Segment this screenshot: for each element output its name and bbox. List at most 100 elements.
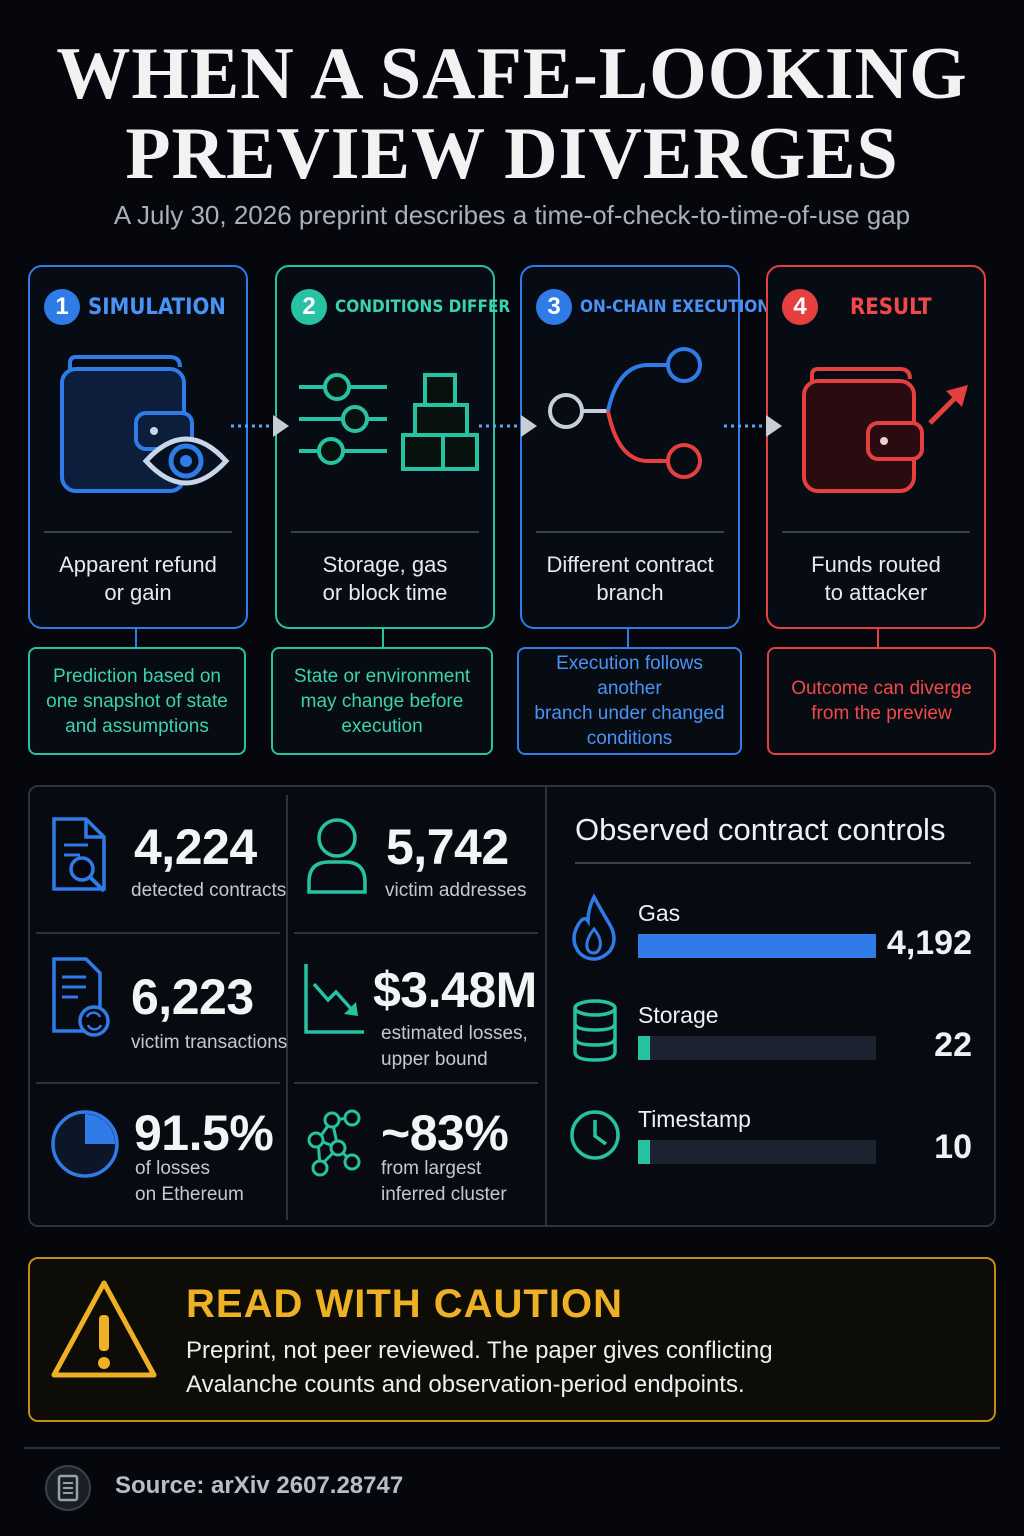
bar-label-gas: Gas bbox=[638, 900, 681, 926]
wallet-arrow-icon bbox=[802, 367, 968, 493]
step-label: SIMULATION bbox=[88, 294, 226, 320]
network-icon bbox=[307, 1109, 361, 1177]
bar-label-timestamp: Timestamp bbox=[638, 1106, 751, 1132]
title-line-1: WHEN A SAFE-LOOKING bbox=[56, 33, 968, 115]
database-icon bbox=[573, 999, 617, 1062]
note-line: Execution follows another bbox=[556, 653, 703, 699]
connector bbox=[135, 629, 137, 647]
step-label: ON-CHAIN EXECUTION bbox=[580, 297, 771, 317]
divider bbox=[36, 932, 280, 934]
step-label: RESULT bbox=[850, 294, 932, 320]
flame-icon bbox=[572, 893, 616, 961]
note-line: from the preview bbox=[811, 703, 952, 724]
stat-label-line: inferred cluster bbox=[381, 1184, 507, 1205]
source-citation: Source: arXiv 2607.28747 bbox=[115, 1472, 404, 1499]
step-caption: Funds routed to attacker bbox=[774, 551, 978, 607]
page-subtitle: A July 30, 2026 preprint describes a tim… bbox=[113, 200, 911, 230]
bar-track-storage bbox=[638, 1036, 876, 1060]
stat-label-line: upper bound bbox=[381, 1049, 488, 1070]
stat-label: victim addresses bbox=[385, 880, 527, 901]
divider bbox=[36, 1082, 280, 1084]
user-icon bbox=[307, 818, 367, 894]
divider bbox=[294, 1082, 538, 1084]
sliders-blocks-icon bbox=[299, 373, 479, 471]
stat-value: $3.48M bbox=[373, 962, 537, 1018]
step-card-on-chain-execution: 3 ON-CHAIN EXECUTION Different contract … bbox=[520, 265, 771, 629]
caution-title: READ WITH CAUTION bbox=[186, 1282, 623, 1326]
step-caption: Storage, gas or block time bbox=[283, 551, 487, 607]
caption-line: Storage, gas bbox=[322, 552, 448, 577]
step-number: 4 bbox=[782, 289, 818, 325]
caption-line: Apparent refund bbox=[59, 552, 217, 577]
stat-label: from largest inferred cluster bbox=[381, 1156, 507, 1208]
stat-value: 5,742 bbox=[386, 819, 509, 875]
flow-arrow-icon bbox=[724, 415, 782, 437]
note-line: execution bbox=[341, 715, 423, 737]
bar-value-gas: 4,192 bbox=[886, 924, 972, 962]
flow-arrow-icon bbox=[479, 415, 537, 437]
warning-icon bbox=[51, 1280, 157, 1378]
caption-line: branch bbox=[596, 580, 664, 605]
note-line: and assumptions bbox=[65, 715, 209, 737]
step-label: CONDITIONS DIFFER bbox=[335, 297, 511, 317]
bar-fill-timestamp bbox=[638, 1140, 650, 1164]
stat-value: 4,224 bbox=[134, 819, 257, 875]
clock-icon bbox=[570, 1110, 620, 1160]
stat-label: of losses on Ethereum bbox=[135, 1156, 244, 1208]
pie-icon bbox=[51, 1110, 119, 1178]
step-note: Prediction based on one snapshot of stat… bbox=[28, 647, 246, 755]
flow-arrow-icon bbox=[231, 415, 289, 437]
stat-label-line: on Ethereum bbox=[135, 1184, 244, 1205]
note-line: Prediction based on bbox=[53, 665, 221, 687]
note-line: conditions bbox=[586, 728, 673, 749]
step-number: 2 bbox=[291, 289, 327, 325]
step-number: 1 bbox=[44, 289, 80, 325]
divider bbox=[44, 531, 232, 533]
note-line: State or environment bbox=[293, 665, 471, 687]
note-line: branch under changed bbox=[534, 703, 725, 724]
stat-value: ~83% bbox=[381, 1105, 509, 1161]
document-refresh-icon bbox=[52, 957, 110, 1037]
step-card-conditions-differ: 2 CONDITIONS DIFFER Storage, gas or bloc… bbox=[275, 265, 511, 629]
step-note: Execution follows another branch under c… bbox=[517, 647, 742, 755]
stat-label: estimated losses, upper bound bbox=[381, 1021, 528, 1073]
step-number: 3 bbox=[536, 289, 572, 325]
caution-line: Avalanche counts and observation-period … bbox=[186, 1371, 745, 1398]
divider bbox=[291, 531, 479, 533]
note-line: may change before bbox=[300, 690, 464, 712]
title-line-2: PREVIEW DIVERGES bbox=[125, 113, 899, 195]
wallet-eye-icon bbox=[60, 355, 230, 493]
divider bbox=[286, 795, 288, 1220]
step-note: State or environment may change before e… bbox=[271, 647, 493, 755]
stat-label-line: of losses bbox=[135, 1158, 210, 1179]
pie-slice bbox=[85, 1114, 115, 1144]
stat-label-line: estimated losses, bbox=[381, 1023, 528, 1044]
connector bbox=[382, 629, 384, 647]
trend-down-icon bbox=[304, 964, 364, 1034]
stat-label: victim transactions bbox=[131, 1032, 288, 1053]
divider bbox=[575, 862, 971, 864]
step-caption: Different contract branch bbox=[528, 551, 732, 607]
bar-fill-storage bbox=[638, 1036, 650, 1060]
bar-value-storage: 22 bbox=[934, 1026, 972, 1064]
bar-track-timestamp bbox=[638, 1140, 876, 1164]
divider bbox=[536, 531, 724, 533]
bar-fill-gas bbox=[638, 934, 876, 958]
divider bbox=[545, 787, 547, 1225]
step-card-result: 4 RESULT Funds routed to attacker bbox=[766, 265, 986, 629]
caption-line: or gain bbox=[104, 580, 172, 605]
page-title: WHEN A SAFE-LOOKING PREVIEW DIVERGES bbox=[0, 34, 1024, 194]
caption-line: Different contract bbox=[546, 552, 714, 577]
document-search-icon bbox=[52, 817, 106, 893]
stat-value: 6,223 bbox=[131, 969, 254, 1025]
stat-value: 91.5% bbox=[134, 1105, 274, 1161]
note-line: one snapshot of state bbox=[46, 690, 228, 712]
caption-line: to attacker bbox=[824, 580, 928, 605]
bar-value-timestamp: 10 bbox=[934, 1128, 972, 1166]
note-line: Outcome can diverge bbox=[791, 678, 972, 699]
connector bbox=[627, 629, 629, 647]
caption-line: or block time bbox=[322, 580, 448, 605]
caution-box bbox=[28, 1257, 996, 1422]
connector bbox=[877, 629, 879, 647]
branch-icon bbox=[548, 347, 702, 479]
